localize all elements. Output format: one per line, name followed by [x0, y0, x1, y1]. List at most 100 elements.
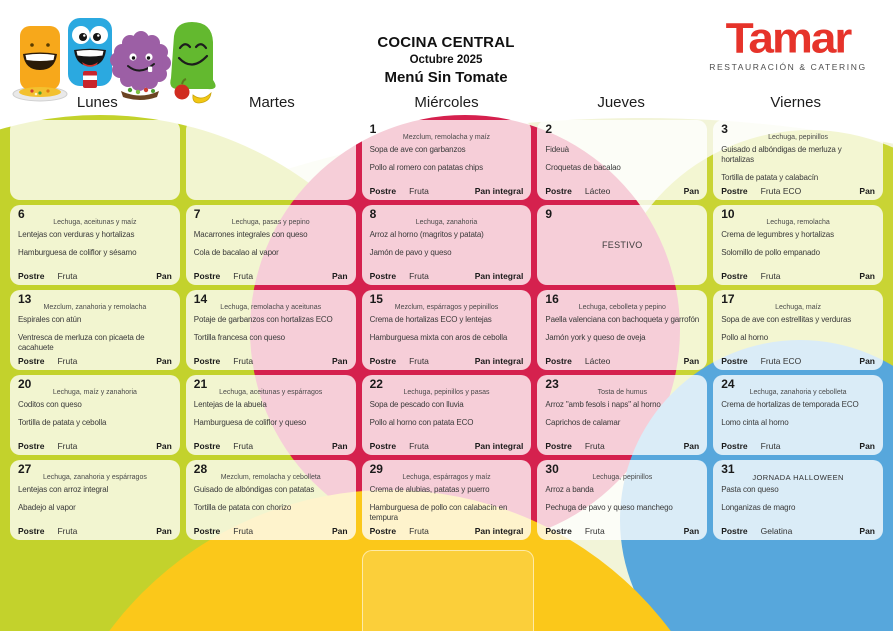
- dessert-value: Lácteo: [584, 356, 611, 366]
- dish-list: Arroz a banda Pechuga de pavo y queso man…: [545, 485, 699, 513]
- dish-item: Longanizas de magro: [721, 503, 796, 512]
- cell-date: 6: [18, 207, 25, 221]
- bread-value: Pan: [859, 271, 875, 281]
- salad-description: Lechuga, remolacha: [766, 219, 830, 226]
- dessert-value: Gelatina: [760, 526, 793, 536]
- blue-monster-icon: [68, 18, 112, 88]
- cell-footer: Postre Fruta Pan integral: [370, 356, 524, 366]
- salad-description: Mezclum, remolacha y maíz: [402, 134, 491, 141]
- dessert-value: Fruta: [233, 271, 254, 281]
- weekday-header-row: Lunes Martes Miércoles Jueves Viernes: [10, 94, 883, 111]
- cell-footer: Postre Fruta Pan integral: [370, 526, 524, 536]
- salad-description: Mezclum, espárragos y pepinillos: [394, 304, 499, 311]
- dessert-value: Fruta: [584, 441, 605, 451]
- menu-cell-day-1: 1 Mezclum, remolacha y maíz Sopa de ave co…: [361, 120, 532, 200]
- cell-footer: Postre Gelatina Pan: [721, 526, 875, 536]
- dish-item: Hamburguesa mixta con aros de cebolla: [369, 333, 508, 342]
- dish-list: Fideuà Croquetas de bacalao: [545, 145, 699, 173]
- dish-item: Jamón york y queso de oveja: [545, 333, 646, 342]
- dish-item: Cola de bacalao al vapor: [193, 248, 279, 257]
- cell-date: 9: [545, 207, 553, 221]
- salad-description: Lechuga, espárragos y maíz: [402, 474, 491, 481]
- cell-footer: Postre Lácteo Pan: [545, 186, 699, 196]
- cell-footer: Postre Fruta Pan: [194, 356, 348, 366]
- month-subtitle: Octubre 2025: [409, 54, 483, 66]
- menu-cell-day-3: 3 Lechuga, pepinillos Guisado d albóndigas…: [713, 120, 883, 200]
- purple-monster-icon: [110, 31, 171, 100]
- dish-list: Macarrones integrales con queso Cola de b…: [194, 230, 348, 258]
- salad-description: Lechuga, maíz y zanahoria: [52, 389, 137, 396]
- salad-description: Lechuga, pasas y pepino: [231, 219, 310, 226]
- green-monster-icon: [170, 22, 216, 104]
- menu-cell-day-22: 22 Lechuga, pepinillos y pasas Sopa de pes…: [361, 375, 532, 455]
- menu-cell-day-30: 30 Lechuga, pepinillos Arroz a banda Pechug…: [537, 460, 708, 540]
- dish-list: Arroz "amb fesols i naps" al horno Capric…: [545, 400, 699, 428]
- dish-item: Crema de legumbres y hortalizas: [721, 230, 834, 239]
- dessert-value: Fruta: [760, 271, 781, 281]
- dessert-label: Postre: [18, 271, 45, 281]
- dessert-label: Postre: [193, 271, 221, 281]
- dish-item: Tortilla de patata y calabacín: [721, 172, 819, 182]
- dish-item: Sopa de ave con garbanzos: [369, 145, 466, 154]
- dish-item: Lentejas con arroz integral: [18, 485, 109, 494]
- dessert-value: Fruta: [584, 526, 605, 536]
- dessert-label: Postre: [369, 186, 397, 196]
- menu-cell-day-16: 16 Lechuga, cebolleta y pepino Paella vale…: [537, 290, 708, 370]
- menu-cell-day-15: 15 Mezclum, espárragos y pepinillos Crema …: [361, 290, 532, 370]
- dessert-value: Fruta: [57, 356, 78, 366]
- dish-list: Sopa de ave con estrellitas y verduras Po…: [721, 315, 875, 343]
- dish-list: Crema de alubias, patatas y puerro Hambur…: [370, 485, 524, 522]
- dessert-value: Fruta: [233, 526, 254, 536]
- dessert-label: Postre: [369, 441, 397, 451]
- dish-item: Abadejo al vapor: [18, 503, 76, 512]
- dessert-label: Postre: [545, 441, 572, 451]
- dish-list: Guisado de albóndigas con patatas Tortill…: [194, 485, 348, 513]
- salad-description: Lechuga, aceitunas y espárragos: [219, 389, 323, 396]
- salad-description: Lechuga, zanahoria: [415, 219, 478, 226]
- salad-description: Lechuga, zanahoria y cebolleta: [749, 389, 847, 396]
- dessert-label: Postre: [18, 441, 45, 451]
- day-header-viernes: Viernes: [770, 94, 821, 111]
- bread-value: Pan integral: [474, 526, 524, 536]
- bread-value: Pan: [683, 186, 700, 196]
- dish-list: Coditos con queso Tortilla de patata y ce…: [18, 400, 172, 428]
- bread-value: Pan: [859, 186, 875, 196]
- menu-cell-day-6: 6 Lechuga, aceitunas y maíz Lentejas con v…: [10, 205, 180, 285]
- dessert-value: Lácteo: [584, 186, 611, 196]
- menu-cell-day-7: 7 Lechuga, pasas y pepino Macarrones integ…: [185, 205, 356, 285]
- bread-value: Pan integral: [474, 186, 524, 196]
- cell-footer: Postre Fruta Pan: [545, 441, 699, 451]
- dessert-value: Fruta: [57, 526, 78, 536]
- menu-cell-day-9: 9 FESTIVO: [537, 205, 708, 285]
- empty-menu-cell: [10, 120, 180, 200]
- dish-item: Guisado d albóndigas de merluza y hortal…: [721, 145, 842, 164]
- bread-value: Pan: [859, 526, 875, 536]
- dessert-label: Postre: [369, 356, 397, 366]
- cell-date: 7: [193, 207, 201, 221]
- dish-item: Lomo cinta al horno: [721, 418, 789, 427]
- dish-item: Fideuà: [545, 145, 569, 154]
- salad-description: Tosta de humus: [597, 389, 647, 396]
- menu-calendar-grid: 1 Mezclum, remolacha y maíz Sopa de ave co…: [10, 120, 883, 540]
- cell-footer: Postre Fruta ECO Pan: [721, 186, 875, 196]
- bread-value: Pan integral: [474, 441, 524, 451]
- cell-date: 13: [18, 292, 32, 306]
- orange-monster-icon: [12, 26, 68, 102]
- dessert-value: Fruta: [409, 441, 429, 451]
- bread-value: Pan: [156, 356, 172, 366]
- dish-item: Arroz "amb fesols i naps" al horno: [545, 400, 661, 409]
- menu-cell-day-31: 31 JORNADA HALLOWEEN Pasta con queso Longan…: [713, 460, 883, 540]
- dish-item: Jamón de pavo y queso: [369, 248, 452, 257]
- menu-cell-day-23: 23 Tosta de humus Arroz "amb fesols i naps…: [537, 375, 708, 455]
- dessert-label: Postre: [18, 356, 45, 366]
- title-block: COCINA CENTRAL Octubre 2025 Menú Sin Tom…: [296, 34, 596, 86]
- dish-item: Lentejas con verduras y hortalizas: [18, 230, 135, 239]
- cell-footer: Postre Fruta Pan: [545, 526, 699, 536]
- salad-description: [545, 133, 699, 143]
- menu-cell-day-20: 20 Lechuga, maíz y zanahoria Coditos con q…: [10, 375, 180, 455]
- dessert-value: Fruta: [233, 441, 254, 451]
- dessert-label: Postre: [193, 526, 221, 536]
- cell-footer: Postre Fruta ECO Pan: [721, 356, 875, 366]
- brand-name: Tamar: [725, 14, 853, 62]
